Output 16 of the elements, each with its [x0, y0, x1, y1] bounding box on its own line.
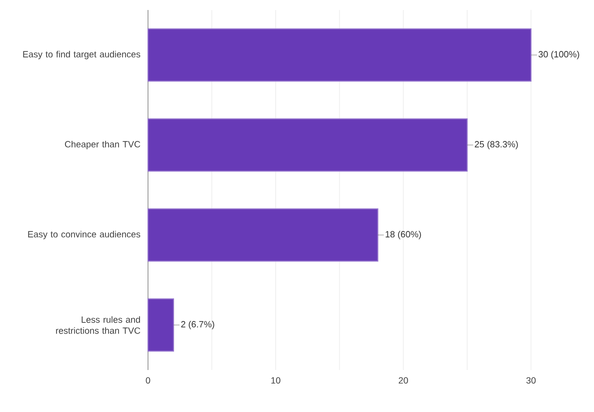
data-label: 2 (6.7%)	[181, 320, 214, 330]
x-tick-label: 0	[146, 377, 150, 384]
y-tick-label: Easy to find target audiences	[23, 50, 140, 60]
bar	[148, 28, 532, 82]
data-label: 30 (100%)	[538, 50, 580, 60]
y-tick-label: Easy to convince audiences	[28, 230, 140, 240]
x-tick-label: 30	[526, 377, 536, 384]
bar	[148, 118, 468, 172]
data-label: 18 (60%)	[386, 230, 421, 240]
bar	[148, 208, 378, 262]
bar	[148, 298, 174, 352]
x-tick-label: 10	[271, 377, 280, 384]
y-tick-label: Cheaper than TVC	[64, 140, 140, 150]
y-tick-label: Less rules and restrictions than TVC	[56, 316, 140, 334]
data-label: 25 (83.3%)	[474, 140, 518, 150]
x-tick-label: 20	[398, 377, 408, 384]
